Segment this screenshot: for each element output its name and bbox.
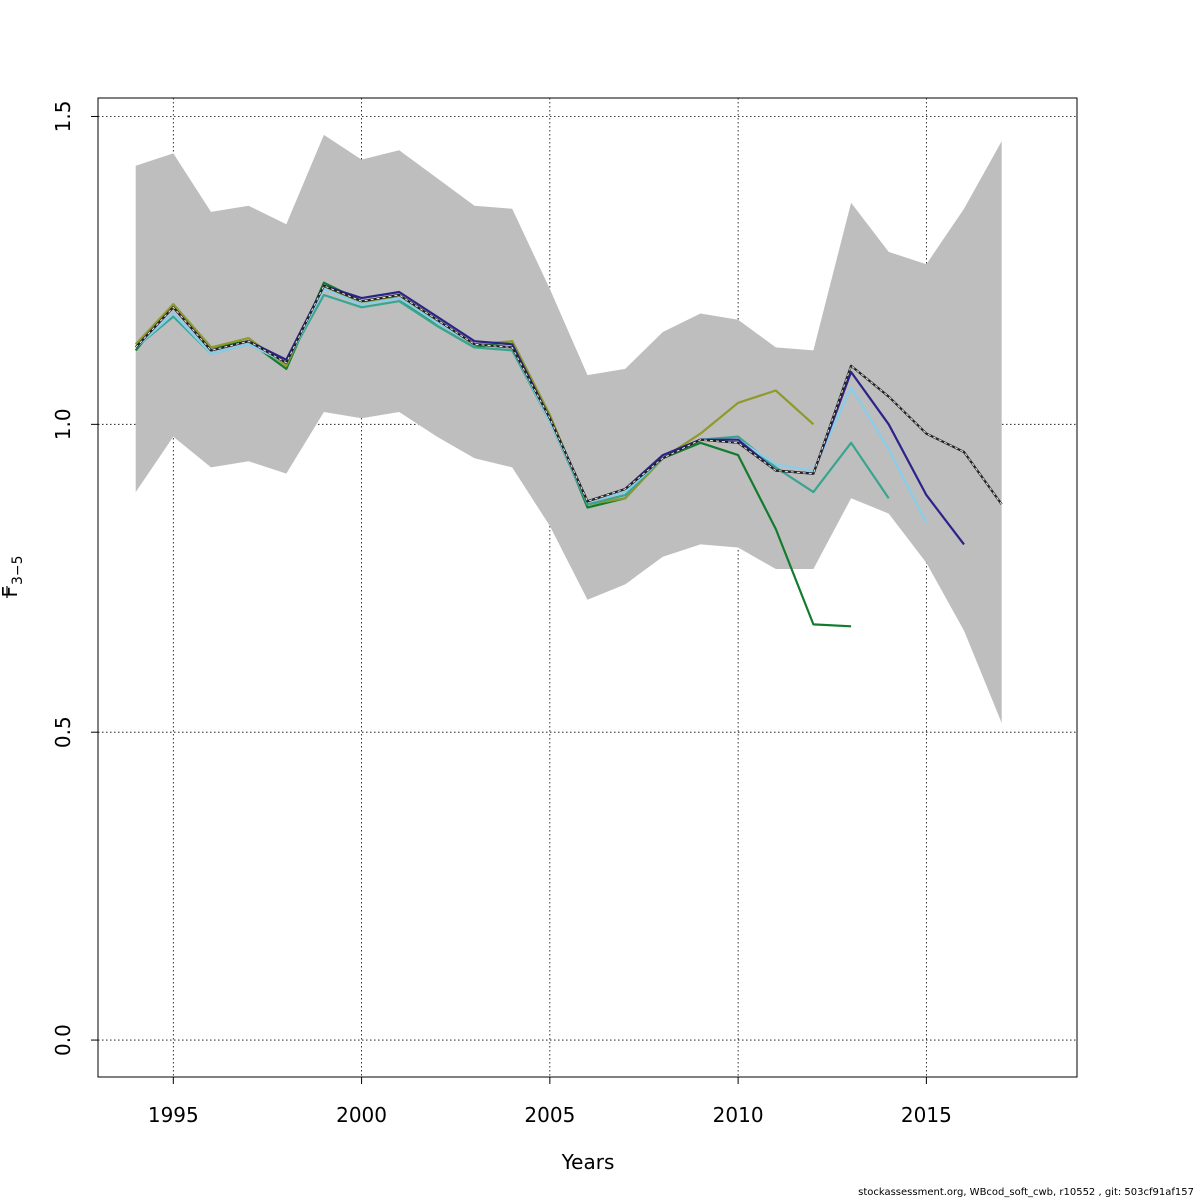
y-tick-label: 1.5	[51, 101, 75, 133]
y-axis-title-main: F	[0, 586, 22, 598]
y-tick-label: 1.0	[51, 408, 75, 440]
y-tick-label: 0.0	[51, 1024, 75, 1056]
x-tick-label: 2015	[901, 1103, 952, 1127]
svg-text:3−5: 3−5	[10, 555, 26, 585]
svg-text:F: F	[0, 586, 22, 598]
plot-frame	[97, 97, 1078, 1078]
x-tick-label: 2010	[713, 1103, 764, 1127]
y-tick-label: 0.5	[51, 716, 75, 748]
y-axis-title: F 3−5	[0, 555, 26, 598]
series-line-dash-overlay	[135, 285, 1003, 505]
x-tick-label: 2000	[336, 1103, 387, 1127]
x-tick-label: 2005	[524, 1103, 575, 1127]
series-lines	[134, 281, 1003, 628]
confidence-band	[135, 134, 1002, 723]
footer-credit: stockassessment.org, WBcod_soft_cwb, r10…	[858, 1187, 1194, 1198]
x-axis-title: Years	[561, 1150, 615, 1174]
x-tick-label: 1995	[148, 1103, 199, 1127]
y-axis-title-subscript: 3−5	[10, 555, 26, 585]
axes: 1995 2000 2005 2010 2015 0.0 0.5 1.0 1.5	[51, 101, 952, 1127]
